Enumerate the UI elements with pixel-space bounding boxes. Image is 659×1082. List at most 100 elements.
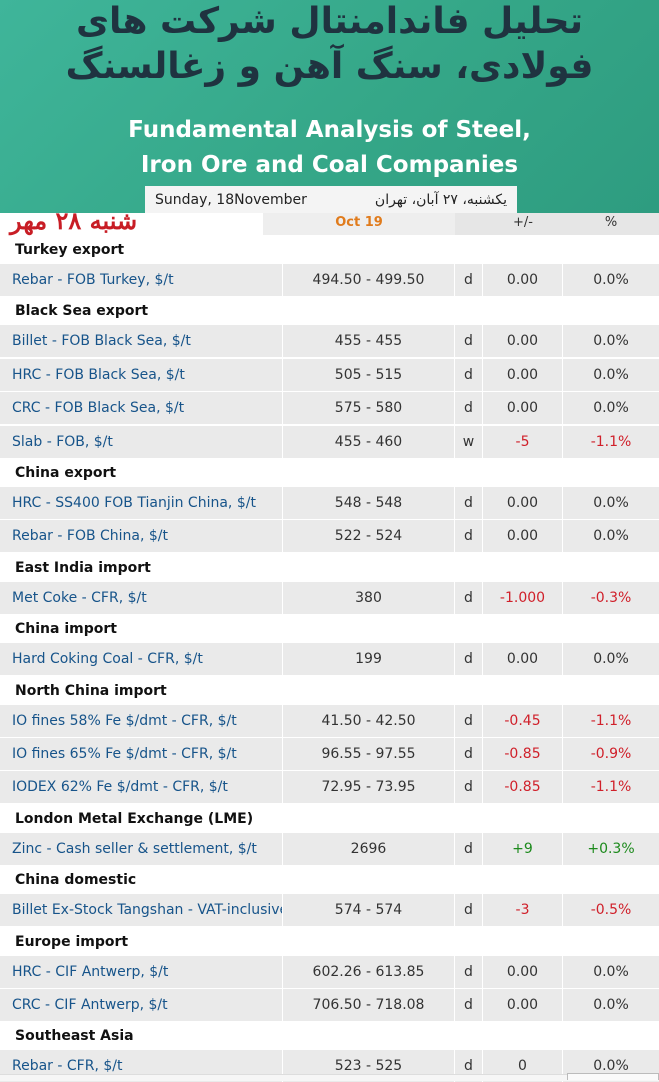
row-name-link[interactable]: Met Coke - CFR, $/t <box>0 581 283 614</box>
section-header: Turkey export <box>0 236 659 264</box>
row-change: -0.45 <box>483 704 563 737</box>
row-percent: -1.1% <box>590 712 632 729</box>
row-unit: d <box>455 771 483 804</box>
row-percent: 0.0% <box>593 272 629 288</box>
row-change: 0.00 <box>483 955 563 988</box>
row-name-link[interactable]: Rebar - CFR, $/t <box>0 1050 283 1082</box>
row-percent: 0.0% <box>593 651 629 668</box>
row-name-link[interactable]: HRC - SS400 FOB Tianjin China, $/t <box>0 487 283 519</box>
table-row: Billet Ex-Stock Tangshan - VAT-inclusive… <box>0 894 659 927</box>
row-name-link[interactable]: Slab - FOB, $/t <box>0 425 283 458</box>
row-name-link[interactable]: CRC - FOB Black Sea, $/t <box>0 392 283 425</box>
row-name-link[interactable]: Hard Coking Coal - CFR, $/t <box>0 643 283 676</box>
handwritten-date-stamp: شنبه ۲۸ مهر <box>10 206 138 235</box>
section-header: North China import <box>0 676 659 705</box>
banner-title-en-line2: Iron Ore and Coal Companies <box>140 152 519 178</box>
banner-dateline: Sunday, 18November یکشنبه، ۲۷ آبان، تهرا… <box>145 186 517 213</box>
row-percent: 0.0% <box>593 963 629 980</box>
row-percent: -0.3% <box>590 589 632 606</box>
row-percent: 0.0% <box>593 1058 629 1075</box>
row-unit: d <box>455 325 483 358</box>
banner-date-fa: یکشنبه، ۲۷ آبان، تهران <box>374 192 507 208</box>
row-percent: 0.0% <box>593 495 629 511</box>
header-date: Oct 19 <box>263 213 456 235</box>
row-unit: d <box>455 392 483 425</box>
table-row: IODEX 62% Fe $/dmt - CFR, $/t 72.95 - 73.… <box>0 771 659 804</box>
row-percent: -0.5% <box>590 902 632 919</box>
row-name-link[interactable]: HRC - FOB Black Sea, $/t <box>0 358 283 391</box>
row-price: 2696 <box>283 832 455 865</box>
row-name-link[interactable]: IO fines 65% Fe $/dmt - CFR, $/t <box>0 738 283 770</box>
row-price: 575 - 580 <box>283 392 455 425</box>
row-percent: 0.0% <box>593 528 629 545</box>
row-change: -3 <box>483 894 563 927</box>
table-row: HRC - SS400 FOB Tianjin China, $/t 548 - … <box>0 487 659 519</box>
banner-date-en: Sunday, 18November <box>155 192 307 208</box>
row-price: 706.50 - 718.08 <box>283 989 455 1021</box>
row-unit: d <box>455 894 483 927</box>
table-row: Hard Coking Coal - CFR, $/t 199 d 0.00 0.0% <box>0 643 659 676</box>
row-unit: d <box>455 581 483 614</box>
header-percent: % <box>563 213 659 235</box>
row-name-link[interactable]: Billet Ex-Stock Tangshan - VAT-inclusive… <box>0 894 283 927</box>
row-name-link[interactable]: Rebar - FOB China, $/t <box>0 520 283 553</box>
row-price: 199 <box>283 643 455 676</box>
row-price: 574 - 574 <box>283 894 455 927</box>
row-change: -5 <box>483 425 563 458</box>
table-row: Slab - FOB, $/t 455 - 460 w -5 -1.1% <box>0 425 659 458</box>
row-change: 0.00 <box>483 487 563 519</box>
section-header: East India import <box>0 553 659 582</box>
banner-title-fa-line1: تحلیل فاندامنتال شرکت های <box>75 1 584 42</box>
row-name-link[interactable]: CRC - CIF Antwerp, $/t <box>0 989 283 1021</box>
table-row: HRC - CIF Antwerp, $/t 602.26 - 613.85 d 0.… <box>0 955 659 988</box>
row-unit: d <box>455 358 483 391</box>
row-unit: d <box>455 738 483 770</box>
row-unit: d <box>455 487 483 519</box>
section-header: Southeast Asia <box>0 1022 659 1051</box>
row-change: 0.00 <box>483 643 563 676</box>
row-change: 0.00 <box>483 989 563 1021</box>
row-percent: 0.0% <box>593 400 629 417</box>
row-change: 0 <box>483 1050 563 1082</box>
table-row: Zinc - Cash seller & settlement, $/t 2696… <box>0 832 659 865</box>
row-percent: 0.0% <box>593 997 629 1013</box>
row-unit: d <box>455 1050 483 1082</box>
row-change: 0.00 <box>483 325 563 358</box>
table-header: Oct 19 +/- % <box>0 213 659 235</box>
banner-title-en-line1: Fundamental Analysis of Steel, <box>128 117 531 143</box>
table-row: Met Coke - CFR, $/t 380 d -1.000 -0.3% <box>0 581 659 614</box>
header-change: +/- <box>483 213 564 235</box>
row-change: -1.000 <box>483 581 563 614</box>
row-unit: d <box>455 520 483 553</box>
row-price: 380 <box>283 581 455 614</box>
table-row: HRC - FOB Black Sea, $/t 505 - 515 d 0.00 0.… <box>0 358 659 391</box>
header-unit <box>455 213 484 235</box>
row-name-link[interactable]: IODEX 62% Fe $/dmt - CFR, $/t <box>0 771 283 804</box>
row-percent: 0.0% <box>593 333 629 350</box>
row-price: 41.50 - 42.50 <box>283 704 455 737</box>
row-price: 455 - 460 <box>283 425 455 458</box>
row-change: +9 <box>483 832 563 865</box>
row-change: 0.00 <box>483 358 563 391</box>
row-percent: +0.3% <box>587 840 635 857</box>
row-price: 72.95 - 73.95 <box>283 771 455 804</box>
table-row: IO fines 65% Fe $/dmt - CFR, $/t 96.55 - … <box>0 738 659 770</box>
section-header: Black Sea export <box>0 297 659 326</box>
row-name-link[interactable]: IO fines 58% Fe $/dmt - CFR, $/t <box>0 704 283 737</box>
section-header: Europe import <box>0 927 659 956</box>
row-price: 505 - 515 <box>283 358 455 391</box>
row-percent: -1.1% <box>590 433 632 450</box>
row-change: 0.00 <box>483 392 563 425</box>
row-name-link[interactable]: Zinc - Cash seller & settlement, $/t <box>0 832 283 865</box>
row-price: 494.50 - 499.50 <box>283 264 455 296</box>
row-price: 548 - 548 <box>283 487 455 519</box>
table-row: CRC - CIF Antwerp, $/t 706.50 - 718.08 d 0.… <box>0 989 659 1021</box>
row-name-link[interactable]: HRC - CIF Antwerp, $/t <box>0 955 283 988</box>
footer-button[interactable] <box>567 1073 659 1080</box>
row-change: -0.85 <box>483 738 563 770</box>
row-change: 0.00 <box>483 264 563 296</box>
header-banner: تحلیل فاندامنتال شرکت های فولادی، سنگ آه… <box>0 0 659 213</box>
row-name-link[interactable]: Rebar - FOB Turkey, $/t <box>0 264 283 296</box>
section-header: China domestic <box>0 866 659 895</box>
row-name-link[interactable]: Billet - FOB Black Sea, $/t <box>0 325 283 358</box>
